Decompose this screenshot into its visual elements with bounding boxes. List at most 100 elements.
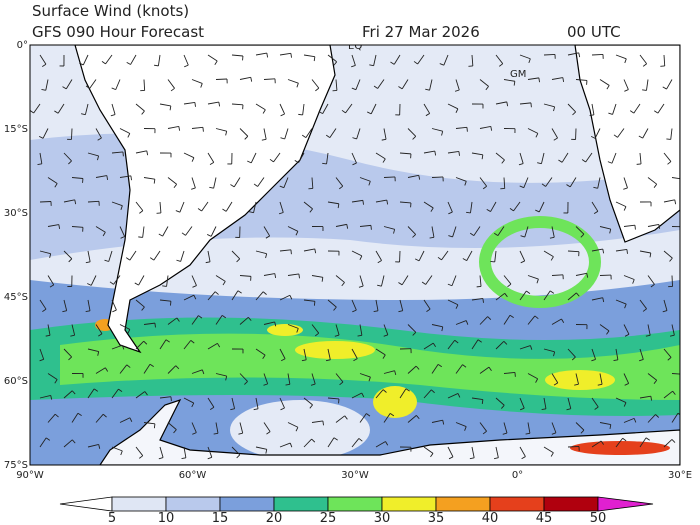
wind-barb — [201, 201, 209, 212]
wind-barb — [469, 457, 475, 460]
wind-barb — [335, 324, 340, 336]
wind-barb — [608, 112, 613, 115]
wind-barb — [159, 446, 164, 458]
wind-barb — [543, 397, 547, 409]
wind-barb — [567, 250, 580, 253]
wind-barb — [495, 152, 505, 161]
wind-barb — [591, 440, 602, 448]
wind-barb — [215, 275, 226, 282]
lat-label: 60°S — [4, 376, 28, 387]
wind-barb — [183, 397, 194, 404]
wind-barb — [263, 373, 269, 385]
wind-barb — [30, 110, 34, 114]
wind-barb — [633, 418, 637, 423]
wind-barb — [110, 114, 116, 117]
wind-barb — [550, 256, 554, 261]
colorbar-label: 45 — [536, 511, 553, 525]
wind-barb — [33, 103, 41, 114]
wind-barb — [47, 413, 56, 423]
wind-barb — [558, 159, 563, 163]
wind-barb — [262, 291, 267, 295]
wind-barb — [642, 63, 647, 67]
wind-barb — [85, 261, 91, 264]
wind-barb — [262, 109, 266, 114]
wind-barb — [238, 432, 243, 435]
wind-barb — [418, 175, 421, 180]
wind-barb — [377, 284, 382, 287]
wind-barb — [682, 179, 683, 183]
wind-barb — [176, 259, 181, 262]
wind-barb — [39, 348, 45, 360]
wind-barb — [159, 299, 171, 302]
wind-barb — [580, 429, 585, 434]
wind-barb — [153, 179, 156, 184]
wind-barb — [305, 128, 313, 138]
wind-barb — [85, 85, 90, 89]
wind-barb — [639, 437, 647, 448]
wind-barb — [38, 135, 44, 139]
wind-barb — [487, 316, 492, 320]
wind-barb — [471, 339, 479, 350]
wind-barb — [425, 113, 430, 117]
wind-barb — [669, 257, 673, 262]
wind-barb — [218, 101, 221, 107]
wind-barb — [386, 200, 389, 205]
wind-barb — [207, 291, 216, 301]
wind-barb — [624, 89, 629, 92]
wind-barb — [423, 342, 434, 350]
wind-barb — [613, 134, 618, 138]
wind-barb — [85, 310, 91, 313]
wind-barb — [167, 79, 175, 89]
wind-barb — [230, 184, 235, 188]
wind-barb — [249, 211, 254, 214]
colorbar-label: 25 — [320, 511, 337, 525]
wind-barb — [341, 109, 346, 114]
wind-barb — [373, 54, 377, 66]
wind-barb — [358, 285, 364, 288]
wind-barb — [126, 61, 131, 65]
wind-barb — [585, 152, 593, 163]
wind-barb — [39, 437, 47, 448]
wind-barb — [466, 211, 471, 214]
wind-barb — [599, 324, 610, 332]
wind-barb — [551, 128, 558, 139]
wind-barb — [45, 334, 51, 337]
wind-barb — [68, 160, 72, 165]
wind-barb — [344, 415, 348, 420]
wind-barb — [183, 54, 189, 66]
wind-barb — [63, 199, 75, 203]
wind-barb — [356, 128, 361, 140]
wind-barb — [54, 413, 59, 418]
wind-barb — [222, 208, 227, 212]
wind-barb — [233, 177, 241, 188]
wind-barb — [623, 417, 635, 423]
wind-barb — [431, 176, 444, 178]
lat-label: 30°S — [4, 208, 28, 219]
wind-barb — [455, 126, 467, 129]
wind-barb — [377, 260, 382, 264]
wind-barb — [437, 363, 443, 368]
wind-barb — [215, 422, 219, 434]
wind-barb — [553, 106, 556, 112]
wind-barb — [447, 150, 459, 154]
wind-barb — [183, 340, 192, 350]
wind-barb — [431, 419, 443, 423]
wind-barb — [359, 224, 371, 227]
wind-barb — [398, 86, 403, 90]
wind-barb — [144, 391, 148, 396]
lat-label: 0° — [17, 40, 28, 51]
wind-barb — [253, 408, 259, 411]
wind-barb — [530, 345, 533, 350]
wind-barb — [39, 250, 51, 255]
wind-barb — [551, 274, 564, 276]
wind-barb — [201, 369, 205, 375]
wind-barb — [519, 446, 526, 457]
wind-barb — [413, 61, 418, 65]
wind-barb — [502, 432, 508, 435]
wind-barb — [162, 285, 167, 287]
wind-barb — [351, 87, 357, 91]
wind-barb — [609, 228, 612, 234]
wind-barb — [303, 248, 315, 252]
colorbar-label: 40 — [482, 511, 499, 525]
wind-barb — [535, 209, 540, 213]
